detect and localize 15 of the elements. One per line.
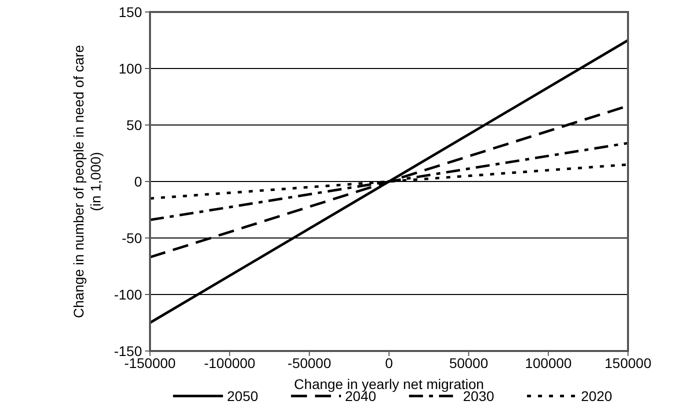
y-tick-label: -100 (114, 286, 142, 302)
y-axis-title: Change in number of people in need of care (in 1,000) (70, 44, 104, 318)
y-tick-label: -50 (122, 230, 142, 246)
y-tick-label: 50 (126, 116, 142, 133)
y-tick-label: 100 (118, 60, 142, 76)
y-tick-label: 150 (118, 4, 142, 20)
x-tick-label: 50000 (449, 355, 488, 371)
x-tick-label: 0 (385, 355, 394, 371)
legend-label: 2020 (581, 388, 612, 404)
y-tick-label: 0 (134, 173, 142, 190)
legend-label: 2050 (227, 388, 258, 404)
x-tick-label: 150000 (604, 355, 652, 371)
x-tick-label: -50000 (288, 355, 332, 371)
x-tick-label: -100000 (204, 355, 256, 371)
x-tick-label: 100000 (524, 355, 572, 371)
